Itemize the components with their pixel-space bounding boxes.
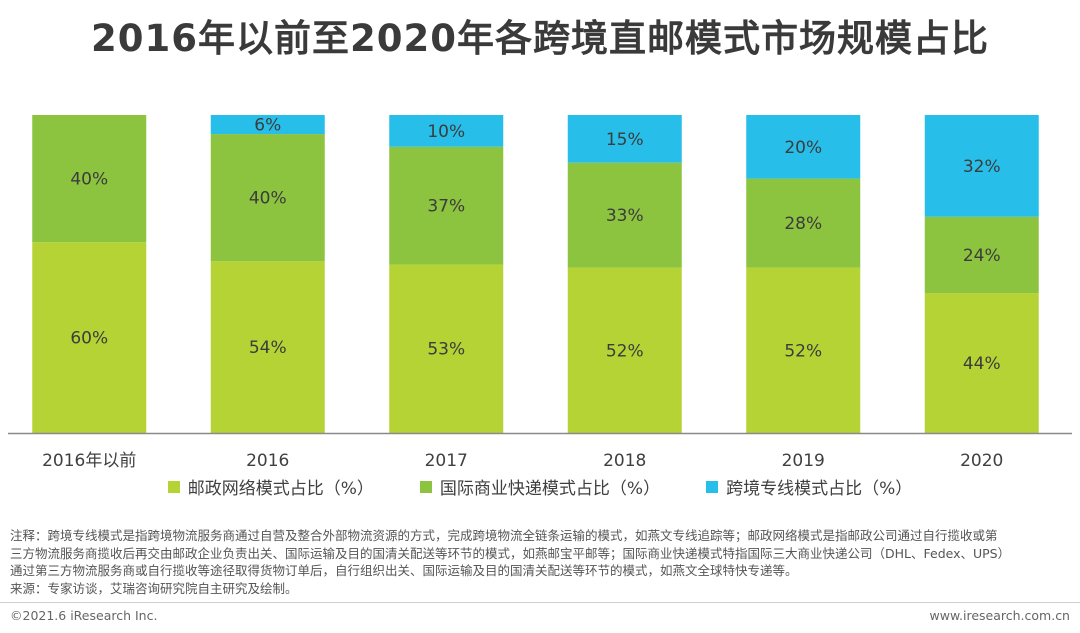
bar-segment-1-2 [210,261,325,433]
legend-swatch-postal [167,480,180,493]
legend-label-postal: 邮政网络模式占比（%） [187,479,374,499]
x-tick-label-4: 2018 [603,451,646,471]
notes-block: 注释：跨境专线模式是指跨境物流服务商通过自营及整合外部物流资源的方式，完成跨境物… [10,527,1072,597]
bar-segment-2-5 [746,178,861,268]
bar-segment-1-4 [567,267,682,433]
bar-segment-3-4 [567,115,682,163]
data-label-2-3: 37% [427,197,465,217]
bar-segment-1-5 [746,267,861,433]
bar-segment-1-6 [924,293,1039,433]
bar-segment-3-3 [389,115,504,147]
legend-item-postal: 邮政网络模式占比（%） [167,474,374,499]
bar-segment-1-3 [389,264,504,433]
data-label-1-5: 52% [784,341,822,361]
data-label-1-2: 54% [249,338,287,358]
legend-swatch-dedicated [706,480,719,493]
x-tick-label-6: 2020 [960,451,1003,471]
bar-segment-3-2 [210,115,325,135]
bar-segment-3-6 [924,115,1039,217]
data-label-3-3: 10% [427,122,465,142]
x-tick-label-2: 2016 [246,451,289,471]
source-line: 来源：专家访谈，艾瑞咨询研究院自主研究及绘制。 [10,580,298,596]
x-tick-label-5: 2019 [782,451,825,471]
legend-swatch-commercial [419,480,432,493]
copyright: ©2021.6 iResearch Inc. [10,608,158,623]
chart-title: 2016年以前至2020年各跨境直邮模式市场规模占比 [91,17,989,60]
footer-divider [0,602,1080,603]
data-label-2-6: 24% [963,246,1001,266]
data-label-2-5: 28% [784,214,822,234]
legend-label-dedicated: 跨境专线模式占比（%） [726,479,913,499]
x-tick-label-1: 2016年以前 [42,451,136,471]
data-label-1-4: 52% [606,341,644,361]
data-label-1-6: 44% [963,354,1001,374]
x-tick-label-3: 2017 [425,451,468,471]
bar-segment-2-3 [389,146,504,265]
data-label-1-1: 60% [70,329,108,349]
chart-legend: 邮政网络模式占比（%） 国际商业快递模式占比（%） 跨境专线模式占比（%） [0,474,1080,499]
bar-segment-2-1 [32,115,147,243]
bar-segment-2-2 [210,134,325,262]
data-label-2-4: 33% [606,206,644,226]
legend-label-commercial: 国际商业快递模式占比（%） [439,479,661,499]
data-label-3-4: 15% [606,130,644,150]
data-label-1-3: 53% [427,340,465,360]
note-line-3: 通过第三方物流服务商或自行揽收等途径取得货物订单后，自行组织出关、国际运输及目的… [10,563,798,578]
note-line-2: 三方物流服务商揽收后再交由邮政企业负责出关、国际运输及目的国清关配送等环节的模式… [10,545,1011,561]
data-label-2-1: 40% [70,170,108,190]
data-label-3-6: 32% [963,157,1001,177]
data-label-3-2: 6% [254,116,281,136]
data-label-3-5: 20% [784,138,822,158]
bar-segment-2-4 [567,162,682,268]
bar-segment-3-5 [746,115,861,179]
data-label-2-2: 40% [249,189,287,209]
bar-segment-1-1 [32,242,147,433]
stacked-bar-chart: 60% 40% 2016年以前 54% 40% 6% 2016 53% 37% 10% 2017 52… [8,115,1072,471]
note-line-1: 注释：跨境专线模式是指跨境物流服务商通过自营及整合外部物流资源的方式，完成跨境物… [10,528,998,543]
bar-segment-2-6 [924,216,1039,294]
website-link[interactable]: www.iresearch.com.cn [929,608,1071,623]
legend-item-dedicated: 跨境专线模式占比（%） [706,474,912,499]
legend-item-commercial: 国际商业快递模式占比（%） [419,474,661,499]
